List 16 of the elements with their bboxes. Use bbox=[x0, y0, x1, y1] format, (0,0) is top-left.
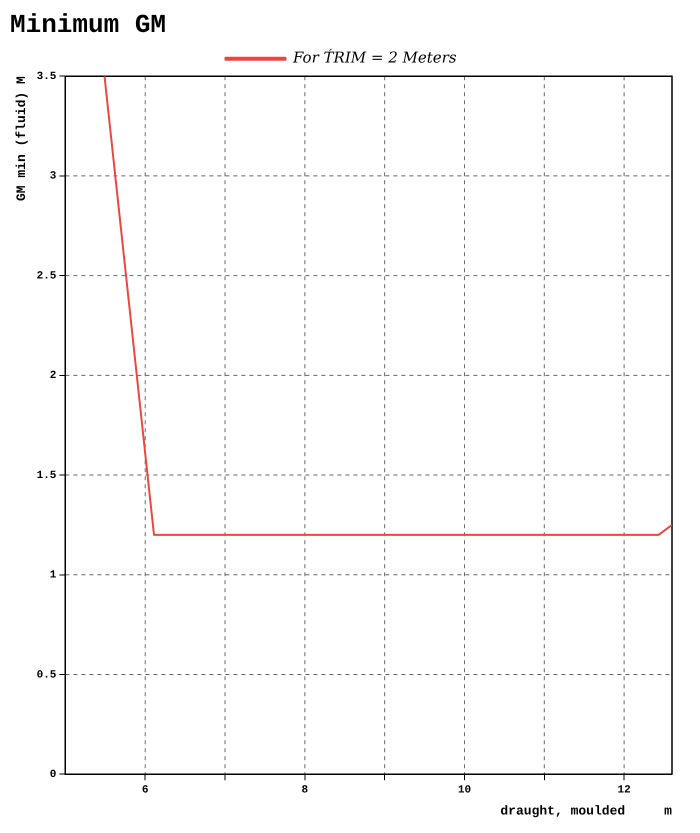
y-axis-title: GM min (fluid) M bbox=[14, 76, 30, 202]
y-tick-label: 2.5 bbox=[36, 270, 57, 282]
legend-label: For T́RIM = 2 Meters bbox=[292, 48, 457, 67]
chart-title: Minimum GM bbox=[10, 10, 166, 40]
x-tick-label: 6 bbox=[142, 784, 149, 797]
y-tick-label: 3 bbox=[50, 170, 57, 183]
y-tick-label: 0 bbox=[50, 768, 56, 781]
y-tick-label: 0.5 bbox=[36, 669, 57, 682]
y-tick-label: 3.5 bbox=[36, 70, 57, 83]
y-tick-label: 1 bbox=[50, 570, 57, 582]
x-tick-label: 12 bbox=[618, 784, 631, 797]
x-tick-label: 8 bbox=[302, 784, 309, 797]
x-tick-label: 10 bbox=[458, 784, 472, 797]
x-axis-title: draught, moulded m bbox=[500, 803, 672, 818]
y-tick-label: 2 bbox=[50, 370, 56, 382]
y-tick-label: 1.5 bbox=[36, 470, 57, 482]
